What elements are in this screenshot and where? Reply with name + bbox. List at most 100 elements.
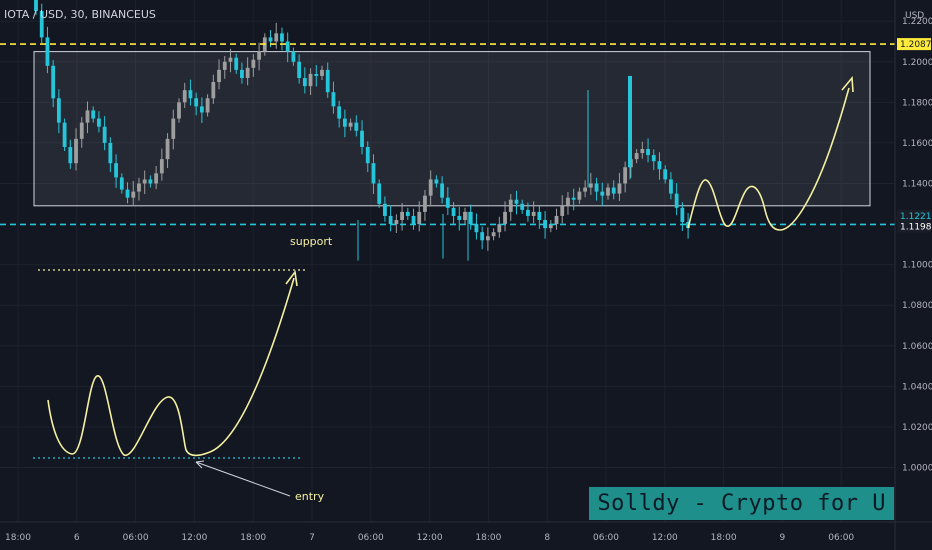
candle-body — [623, 167, 628, 184]
x-tick-label: 9 — [780, 533, 786, 543]
candle-body — [457, 215, 462, 221]
candle-body — [577, 191, 582, 200]
x-tick-label: 7 — [309, 533, 315, 543]
candle-body — [148, 179, 153, 184]
candle-body — [400, 211, 404, 221]
candle-body — [85, 110, 90, 123]
x-tick-label: 12:00 — [181, 533, 207, 543]
candle-body — [503, 211, 507, 225]
candle-body — [468, 211, 473, 225]
price-axis[interactable]: USD 1.2200 1.2000 1.1800 1.1600 1.1400 1.1000… — [894, 0, 932, 550]
horizontal-lines-layer — [0, 43, 895, 226]
x-tick-label: 18:00 — [5, 533, 31, 543]
price-tag-bg — [897, 209, 931, 222]
candle-body — [491, 232, 496, 237]
x-tick-label: 12:00 — [652, 533, 678, 543]
candle-body — [331, 92, 336, 107]
watermark-badge: Solldy - Crypto for U — [589, 487, 894, 520]
candles-layer — [34, 0, 690, 261]
candle-body — [474, 224, 479, 233]
candle-body — [434, 179, 439, 184]
x-tick-label: 12:00 — [417, 533, 443, 543]
candle-body — [39, 11, 44, 38]
candle-body — [537, 211, 542, 221]
candle-body — [142, 179, 147, 184]
range-box — [33, 51, 871, 207]
price-tag-label: 1.1221 — [900, 212, 932, 222]
candle-body — [674, 193, 679, 208]
candle-body — [188, 90, 193, 99]
price-tag-label: 1.1198 — [900, 222, 932, 232]
candle-body — [199, 106, 204, 113]
candle-body — [640, 148, 645, 154]
candle-body — [571, 197, 576, 200]
x-tick-label: 18:00 — [240, 533, 266, 543]
candle-body — [669, 179, 673, 194]
candle-body — [217, 69, 221, 83]
candle-body — [554, 215, 559, 225]
candle-body — [566, 197, 570, 206]
time-axis[interactable]: 18:00 6 06:00 12:00 18:00 7 06:00 12:00 18:00 8 06… — [0, 521, 932, 543]
candle-body — [97, 118, 101, 127]
candle-body — [308, 73, 313, 87]
candle-body-spike — [628, 75, 632, 168]
candle-body — [354, 122, 359, 131]
candle-body — [222, 61, 227, 70]
candle-body — [302, 77, 307, 87]
symbol-title: IOTA / USD, 30, BINANCEUS — [4, 8, 156, 21]
candle-body — [62, 122, 67, 147]
candle-body — [34, 0, 38, 12]
candle-body — [245, 67, 250, 78]
x-tick-label: 06:00 — [123, 533, 149, 543]
candle-body — [171, 118, 176, 139]
candle-body — [383, 203, 387, 216]
candle-body — [240, 69, 244, 78]
candle-body — [405, 211, 410, 216]
entry-arrow — [195, 460, 291, 497]
x-tick-label: 06:00 — [828, 533, 854, 543]
candle-body — [417, 211, 422, 225]
x-tick-label: 06:00 — [593, 533, 619, 543]
candle-body — [154, 173, 159, 184]
candle-body — [445, 197, 450, 208]
candle-body — [314, 73, 319, 76]
projected-path-right — [687, 87, 850, 231]
x-tick-label: 8 — [544, 533, 550, 543]
candle-body — [342, 118, 347, 127]
candle-body — [463, 211, 467, 221]
candle-body — [520, 203, 525, 210]
candle-body — [205, 98, 210, 113]
y-tick-label: 1.0800 — [902, 301, 932, 311]
candle-body — [108, 142, 113, 164]
candle-body — [137, 183, 141, 192]
candle-body — [508, 199, 513, 212]
candle-body — [634, 153, 639, 160]
candle-body — [594, 183, 599, 192]
entry-label: entry — [295, 490, 325, 503]
candle-body — [337, 106, 342, 119]
candle-body — [74, 138, 78, 164]
projected-path-right-arrowhead — [841, 75, 854, 93]
candle-body — [131, 191, 136, 198]
candle-body — [194, 98, 199, 107]
x-tick-label: 18:00 — [475, 533, 501, 543]
price-tag-label: 1.2087 — [900, 40, 932, 50]
candle-body — [79, 122, 84, 139]
candle-body — [285, 41, 290, 52]
candle-body — [211, 82, 216, 99]
candle-body — [297, 61, 302, 78]
candle-body — [268, 37, 273, 42]
candle-body — [440, 183, 445, 198]
y-tick-label: 1.0600 — [902, 342, 932, 352]
candle-body — [91, 110, 96, 119]
candle-body — [606, 187, 610, 196]
annotation-layer: support entry — [33, 75, 854, 503]
y-tick-label: 1.2200 — [902, 17, 932, 27]
candle-body — [251, 59, 256, 68]
candle-body — [680, 207, 685, 223]
candle-body — [617, 183, 622, 194]
candle-body — [365, 146, 370, 164]
candle-body — [394, 220, 399, 225]
